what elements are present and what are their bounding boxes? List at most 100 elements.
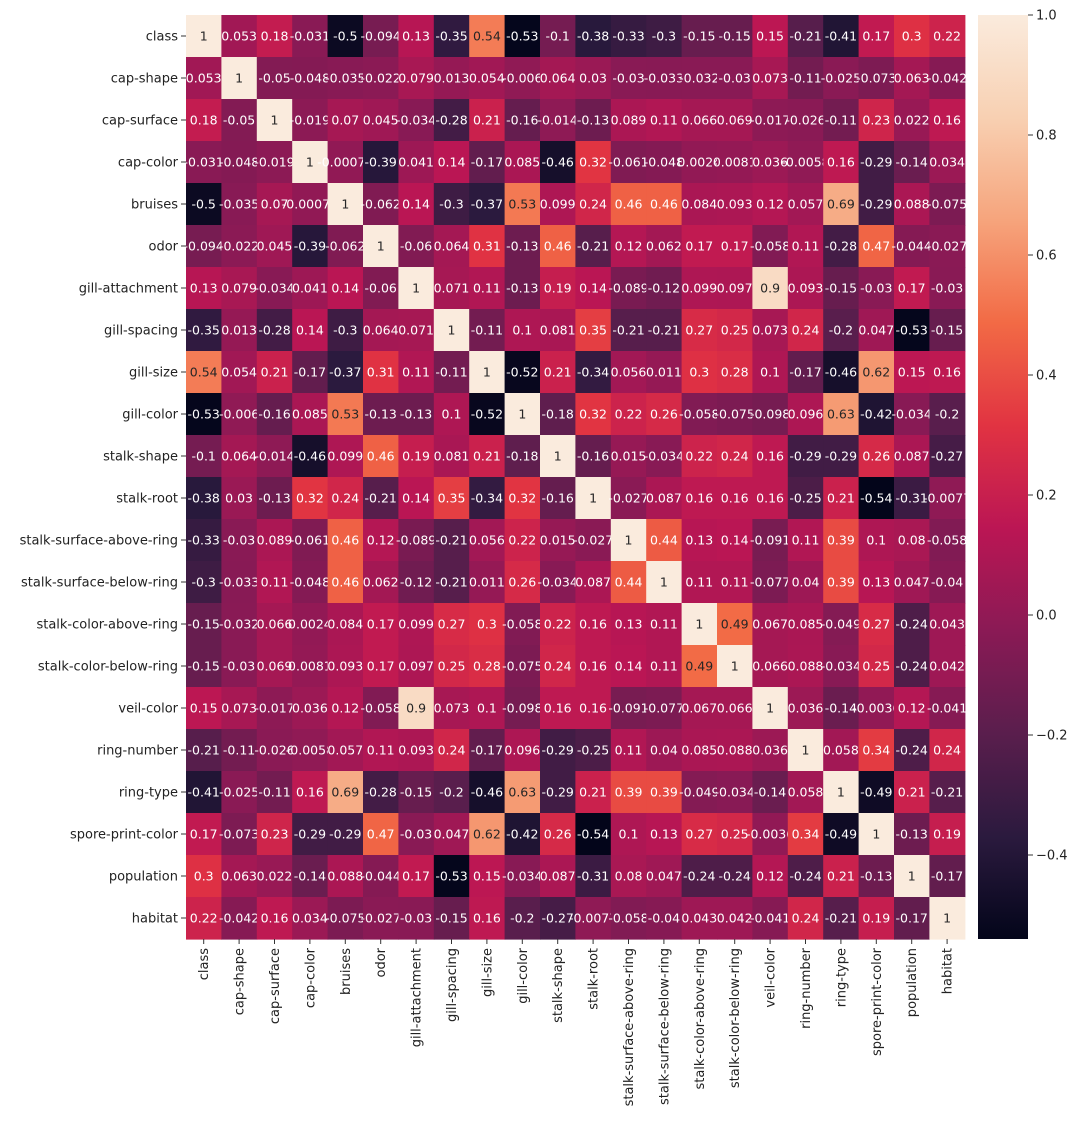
heatmap-cell	[575, 309, 612, 352]
cell-value-label: 0.073	[752, 323, 788, 338]
cell-value-label: -0.06	[365, 281, 397, 296]
cell-value-label: -0.03	[223, 659, 255, 674]
cell-value-label: 0.12	[615, 239, 643, 254]
cell-value-label: -0.03	[400, 827, 432, 842]
cell-value-label: -0.034	[892, 407, 932, 422]
cell-value-label: 1	[625, 533, 633, 548]
heatmap-cell	[540, 519, 576, 562]
cell-value-label: -0.16	[542, 491, 574, 506]
heatmap-cell	[186, 477, 222, 520]
heatmap-cell	[894, 729, 930, 772]
cell-value-label: 0.13	[615, 617, 643, 632]
cell-value-label: 0.053	[186, 71, 222, 86]
heatmap-cell	[823, 393, 860, 436]
cell-value-label: -0.21	[825, 911, 857, 926]
cell-value-label: -0.18	[506, 449, 538, 464]
cell-value-label: -0.058	[361, 701, 401, 716]
cell-value-label: -0.075	[715, 407, 755, 422]
cell-value-label: 0.066	[752, 659, 788, 674]
y-tick-label: stalk-root	[116, 492, 178, 507]
heatmap-cell	[327, 561, 364, 604]
cell-value-label: -0.06	[400, 239, 432, 254]
cell-value-label: 0.31	[367, 365, 395, 380]
cell-value-label: 0.46	[331, 533, 359, 548]
cell-value-label: 0.1	[477, 701, 497, 716]
cell-value-label: 0.32	[579, 155, 607, 170]
cell-value-label: 0.11	[650, 113, 678, 128]
cell-value-label: 0.24	[792, 911, 820, 926]
heatmap-cell	[327, 771, 364, 814]
heatmap-cell	[681, 603, 718, 646]
heatmap-cell	[469, 687, 506, 730]
heatmap-cell	[363, 729, 399, 772]
y-tick-label: ring-type	[119, 786, 178, 801]
heatmap-cell	[504, 393, 541, 436]
cell-value-label: 0.44	[650, 533, 678, 548]
cell-value-label: -0.11	[223, 743, 255, 758]
cell-value-label: -0.46	[471, 785, 503, 800]
heatmap-cell	[929, 645, 966, 688]
cell-value-label: -0.13	[506, 239, 538, 254]
cell-value-label: 0.015	[611, 449, 647, 464]
colorbar-tick-label: 0.2	[1036, 489, 1057, 504]
heatmap-cell	[787, 477, 824, 520]
heatmap-cell	[787, 15, 824, 58]
cell-value-label: 0.17	[898, 281, 926, 296]
cell-value-label: 1	[766, 701, 774, 716]
heatmap-cell	[823, 855, 860, 898]
heatmap-cell	[221, 15, 258, 58]
heatmap-cell	[398, 183, 435, 226]
cell-value-label: 0.53	[508, 197, 536, 212]
heatmap-cell	[433, 435, 470, 478]
heatmap-cell	[575, 603, 612, 646]
cell-value-label: 0.081	[434, 449, 470, 464]
cell-value-label: 0.04	[650, 743, 678, 758]
heatmap-cell	[717, 645, 753, 688]
heatmap-cell	[646, 225, 683, 268]
heatmap-cell	[646, 393, 683, 436]
cell-value-label: -0.28	[365, 785, 397, 800]
cell-value-label: 1	[341, 197, 349, 212]
heatmap-cell	[327, 351, 364, 394]
cell-value-label: -0.5	[333, 29, 357, 44]
heatmap-cell	[398, 57, 435, 100]
heatmap-cell	[894, 267, 930, 310]
heatmap-cell	[433, 225, 470, 268]
cell-value-label: 0.073	[752, 71, 788, 86]
heatmap-cell	[186, 351, 222, 394]
heatmap-cell	[327, 519, 364, 562]
heatmap-cell	[469, 15, 506, 58]
heatmap-cell	[292, 813, 329, 856]
cell-value-label: -0.21	[931, 785, 963, 800]
cell-value-label: 0.21	[827, 491, 855, 506]
cell-value-label: 0.16	[544, 701, 572, 716]
heatmap-cell	[504, 99, 541, 142]
x-tick-label: ring-type	[834, 948, 849, 1007]
x-tick-label: stalk-surface-above-ring	[622, 948, 637, 1106]
heatmap-cell	[292, 561, 329, 604]
heatmap-cell	[929, 57, 966, 100]
cell-value-label: -0.058	[679, 407, 719, 422]
cell-value-label: 0.064	[434, 239, 470, 254]
heatmap-cell	[858, 687, 895, 730]
heatmap-cell	[327, 687, 364, 730]
heatmap-cell	[787, 267, 824, 310]
cell-value-label: 0.14	[402, 491, 430, 506]
cell-value-label: 0.099	[327, 449, 363, 464]
heatmap-cell	[610, 57, 647, 100]
heatmap-cell	[504, 267, 541, 310]
cell-value-label: 0.26	[508, 575, 536, 590]
cell-value-label: -0.077	[644, 701, 684, 716]
cell-value-label: 0.054	[221, 365, 257, 380]
cell-value-label: 0.088	[327, 869, 363, 884]
heatmap-cell	[787, 141, 824, 184]
heatmap-cell	[398, 141, 435, 184]
heatmap-cell	[469, 57, 506, 100]
heatmap-cell	[646, 435, 683, 478]
heatmap-cell	[540, 813, 576, 856]
cell-value-label: 0.28	[721, 365, 749, 380]
cell-value-label: 0.23	[862, 113, 890, 128]
heatmap-cell	[504, 897, 541, 940]
cell-value-label: -0.031	[290, 29, 330, 44]
